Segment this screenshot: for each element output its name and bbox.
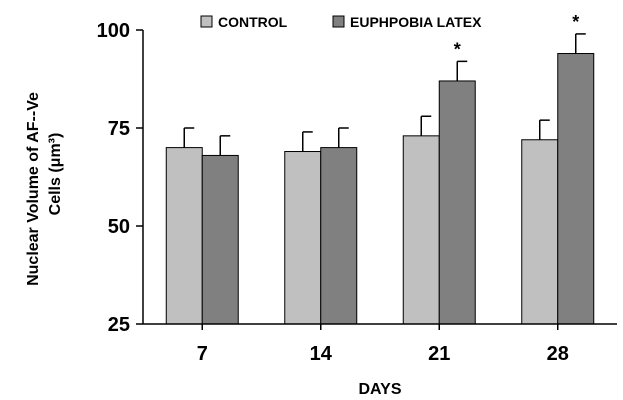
significance-marks-group: ** (454, 12, 580, 59)
legend: CONTROL EUPHPOBIA LATEX (200, 14, 482, 30)
bar-control-day-14 (284, 151, 322, 325)
bar-euphorbia-day-7 (201, 154, 239, 325)
x-axis-title: DAYS (359, 381, 402, 398)
y-axis-title-line-1: Nuclear Volume of AF--Ve (25, 92, 42, 286)
bar-euphorbia-day-21 (438, 80, 476, 325)
significance-mark-day-28: * (572, 12, 579, 32)
x-tick-label-14: 14 (310, 343, 333, 365)
bar-control-day-7 (165, 147, 203, 325)
bars-group (165, 53, 595, 325)
error-bars-group (183, 33, 586, 156)
bar-control-day-21 (402, 135, 440, 325)
y-tick-label-50: 50 (108, 216, 130, 238)
legend-label-control: CONTROL (218, 14, 288, 30)
legend-label-euphorbia: EUPHPOBIA LATEX (350, 14, 482, 30)
y-tick-label-75: 75 (108, 118, 130, 140)
legend-swatch-control (200, 15, 213, 28)
legend-swatch-euphorbia (332, 15, 345, 28)
axes-group: 7 14 21 28 25 50 75 100 (97, 20, 617, 365)
significance-mark-day-21: * (454, 39, 461, 59)
x-tick-label-7: 7 (197, 343, 208, 365)
x-tick-label-28: 28 (547, 343, 569, 365)
bar-euphorbia-day-28 (557, 53, 595, 325)
y-tick-label-25: 25 (108, 314, 130, 336)
bar-euphorbia-day-14 (320, 147, 358, 325)
y-tick-label-100: 100 (97, 20, 130, 42)
x-tick-label-21: 21 (428, 343, 450, 365)
bar-control-day-28 (521, 139, 559, 325)
y-axis-title-line-2: Cells (μm³) (47, 133, 64, 216)
